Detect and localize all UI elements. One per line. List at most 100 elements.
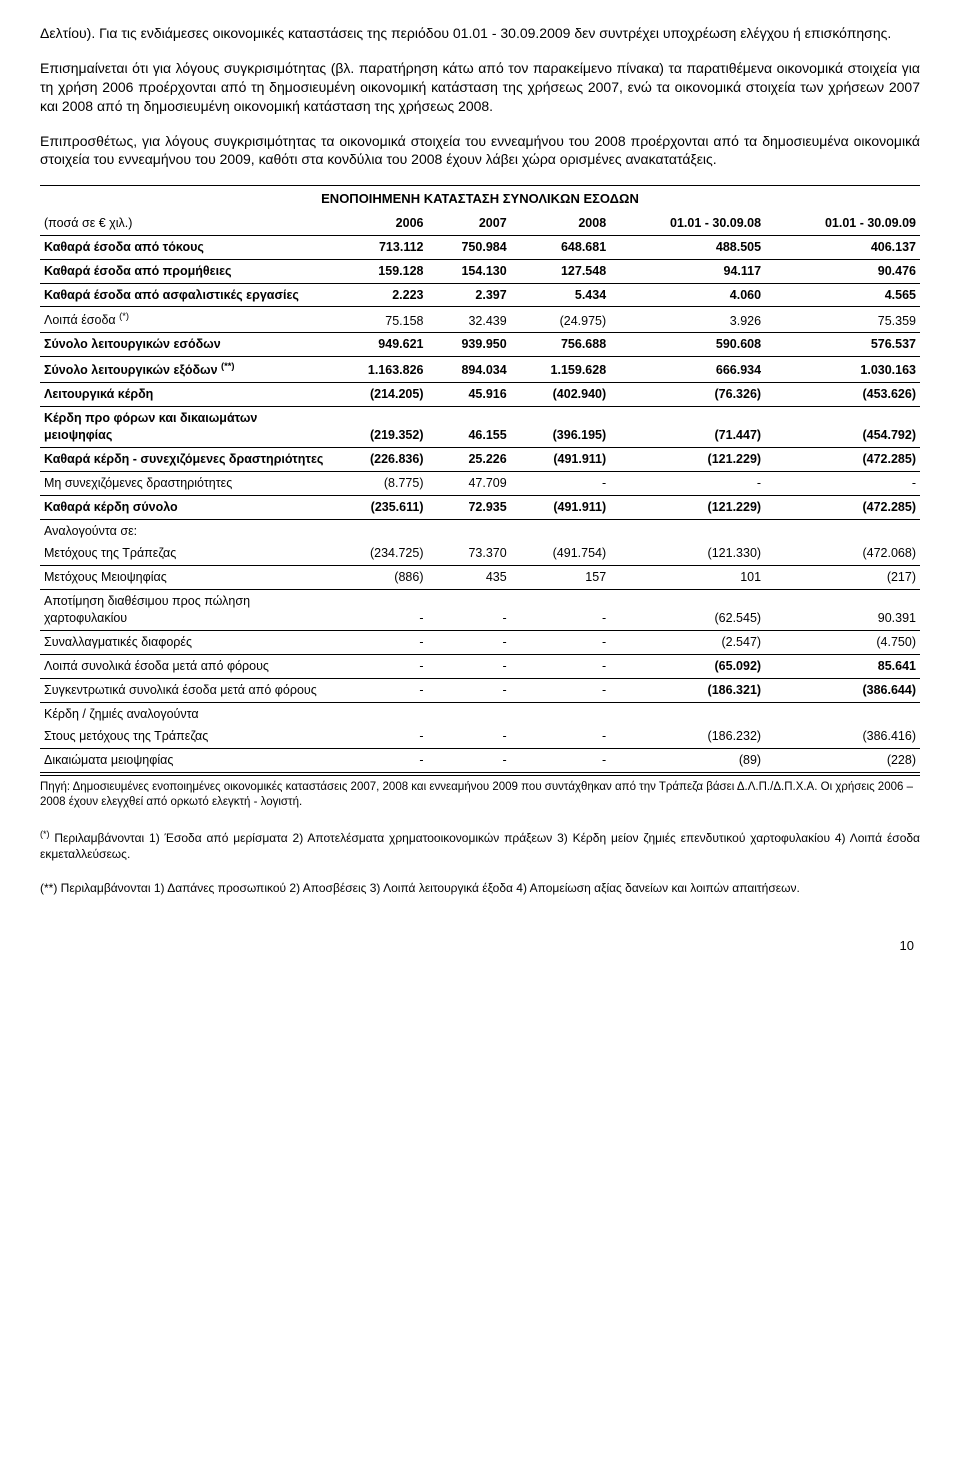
row-value: - <box>511 725 610 748</box>
table-row: Λειτουργικά κέρδη(214.205)45.916(402.940… <box>40 383 920 407</box>
row-label: Κέρδη προ φόρων και δικαιωμάτων μειοψηφί… <box>40 407 328 448</box>
row-value: 894.034 <box>427 357 510 383</box>
row-value: (8.775) <box>328 471 427 495</box>
row-label: Λοιπά έσοδα (*) <box>40 307 328 333</box>
row-value: (396.195) <box>511 407 610 448</box>
footnote-1: (*) Περιλαμβάνονται 1) Έσοδα από μερίσμα… <box>40 828 920 862</box>
row-value: 85.641 <box>765 654 920 678</box>
row-value: 4.565 <box>765 283 920 307</box>
table-row: Λοιπά έσοδα (*)75.15832.439(24.975)3.926… <box>40 307 920 333</box>
row-value: - <box>328 678 427 702</box>
row-label: Λειτουργικά κέρδη <box>40 383 328 407</box>
row-label: Συναλλαγματικές διαφορές <box>40 630 328 654</box>
paragraph-2: Επισημαίνεται ότι για λόγους συγκρισιμότ… <box>40 59 920 116</box>
table-row: Καθαρά έσοδα από ασφαλιστικές εργασίες2.… <box>40 283 920 307</box>
row-value: (886) <box>328 566 427 590</box>
row-value: (472.285) <box>765 447 920 471</box>
table-row: Μετόχους της Τράπεζας(234.725)73.370(491… <box>40 542 920 565</box>
table-row: Αναλογούντα σε: <box>40 519 920 542</box>
row-value: - <box>427 654 510 678</box>
row-value: 154.130 <box>427 259 510 283</box>
row-value: 4.060 <box>610 283 765 307</box>
row-value <box>328 702 427 725</box>
row-label: Κέρδη / ζημιές αναλογούντα <box>40 702 328 725</box>
col-p2: 01.01 - 30.09.09 <box>765 212 920 235</box>
col-p1: 01.01 - 30.09.08 <box>610 212 765 235</box>
row-value: 2.397 <box>427 283 510 307</box>
row-value: (453.626) <box>765 383 920 407</box>
row-value: - <box>511 590 610 631</box>
row-value: 32.439 <box>427 307 510 333</box>
row-value: - <box>328 654 427 678</box>
row-value: 2.223 <box>328 283 427 307</box>
row-label: Σύνολο λειτουργικών εξόδων (**) <box>40 357 328 383</box>
table-row: Σύνολο λειτουργικών εξόδων (**)1.163.826… <box>40 357 920 383</box>
row-value: (386.644) <box>765 678 920 702</box>
financial-table: (ποσά σε € χιλ.) 2006 2007 2008 01.01 - … <box>40 212 920 773</box>
row-value: (62.545) <box>610 590 765 631</box>
table-row: Καθαρά κέρδη σύνολο(235.611)72.935(491.9… <box>40 495 920 519</box>
row-label: Καθαρά έσοδα από προμήθειες <box>40 259 328 283</box>
row-value: 47.709 <box>427 471 510 495</box>
row-value <box>610 519 765 542</box>
row-value: (472.285) <box>765 495 920 519</box>
row-label: Συγκεντρωτικά συνολικά έσοδα μετά από φό… <box>40 678 328 702</box>
row-value: - <box>328 725 427 748</box>
table-row: Αποτίμηση διαθέσιμου προς πώληση χαρτοφυ… <box>40 590 920 631</box>
row-value: (4.750) <box>765 630 920 654</box>
row-value: 45.916 <box>427 383 510 407</box>
row-value: 590.608 <box>610 333 765 357</box>
row-value: (402.940) <box>511 383 610 407</box>
row-value <box>427 519 510 542</box>
row-value: 94.117 <box>610 259 765 283</box>
row-label: Μετόχους της Τράπεζας <box>40 542 328 565</box>
row-value: - <box>427 749 510 773</box>
row-value: - <box>427 630 510 654</box>
row-value: 101 <box>610 566 765 590</box>
row-label: Καθαρά έσοδα από τόκους <box>40 235 328 259</box>
row-value: (235.611) <box>328 495 427 519</box>
row-value: (491.754) <box>511 542 610 565</box>
unit-label: (ποσά σε € χιλ.) <box>40 212 328 235</box>
paragraph-3: Επιπροσθέτως, για λόγους συγκρισιμότητας… <box>40 132 920 170</box>
table-row: Συναλλαγματικές διαφορές---(2.547)(4.750… <box>40 630 920 654</box>
table-row: Λοιπά συνολικά έσοδα μετά από φόρους---(… <box>40 654 920 678</box>
table-title: ΕΝΟΠΟΙΗΜΕΝΗ ΚΑΤΑΣΤΑΣΗ ΣΥΝΟΛΙΚΩΝ ΕΣΟΔΩΝ <box>40 185 920 208</box>
row-value: (65.092) <box>610 654 765 678</box>
paragraph-1: Δελτίου). Για τις ενδιάμεσες οικονομικές… <box>40 24 920 43</box>
row-value: (472.068) <box>765 542 920 565</box>
row-value: 75.359 <box>765 307 920 333</box>
row-label: Δικαιώματα μειοψηφίας <box>40 749 328 773</box>
row-label: Καθαρά κέρδη - συνεχιζόμενες δραστηριότη… <box>40 447 328 471</box>
row-value: 73.370 <box>427 542 510 565</box>
row-value: 72.935 <box>427 495 510 519</box>
row-value: - <box>511 749 610 773</box>
row-value: (491.911) <box>511 495 610 519</box>
row-value: 90.476 <box>765 259 920 283</box>
row-value: 949.621 <box>328 333 427 357</box>
table-row: Καθαρά έσοδα από προμήθειες159.128154.13… <box>40 259 920 283</box>
row-value: 939.950 <box>427 333 510 357</box>
row-value: (71.447) <box>610 407 765 448</box>
col-2007: 2007 <box>427 212 510 235</box>
row-value: (24.975) <box>511 307 610 333</box>
row-value: - <box>511 630 610 654</box>
row-value: 1.159.628 <box>511 357 610 383</box>
table-row: Συγκεντρωτικά συνολικά έσοδα μετά από φό… <box>40 678 920 702</box>
row-value: (234.725) <box>328 542 427 565</box>
row-value: - <box>427 590 510 631</box>
row-label: Αποτίμηση διαθέσιμου προς πώληση χαρτοφυ… <box>40 590 328 631</box>
row-value: - <box>511 678 610 702</box>
row-value: 25.226 <box>427 447 510 471</box>
row-value: 127.548 <box>511 259 610 283</box>
row-value: - <box>511 471 610 495</box>
table-row: Σύνολο λειτουργικών εσόδων949.621939.950… <box>40 333 920 357</box>
row-label: Καθαρά έσοδα από ασφαλιστικές εργασίες <box>40 283 328 307</box>
table-row: Καθαρά έσοδα από τόκους713.112750.984648… <box>40 235 920 259</box>
row-label: Μετόχους Μειοψηφίας <box>40 566 328 590</box>
row-value: (121.330) <box>610 542 765 565</box>
row-value: 713.112 <box>328 235 427 259</box>
row-label: Λοιπά συνολικά έσοδα μετά από φόρους <box>40 654 328 678</box>
row-value: - <box>427 725 510 748</box>
row-value: 75.158 <box>328 307 427 333</box>
